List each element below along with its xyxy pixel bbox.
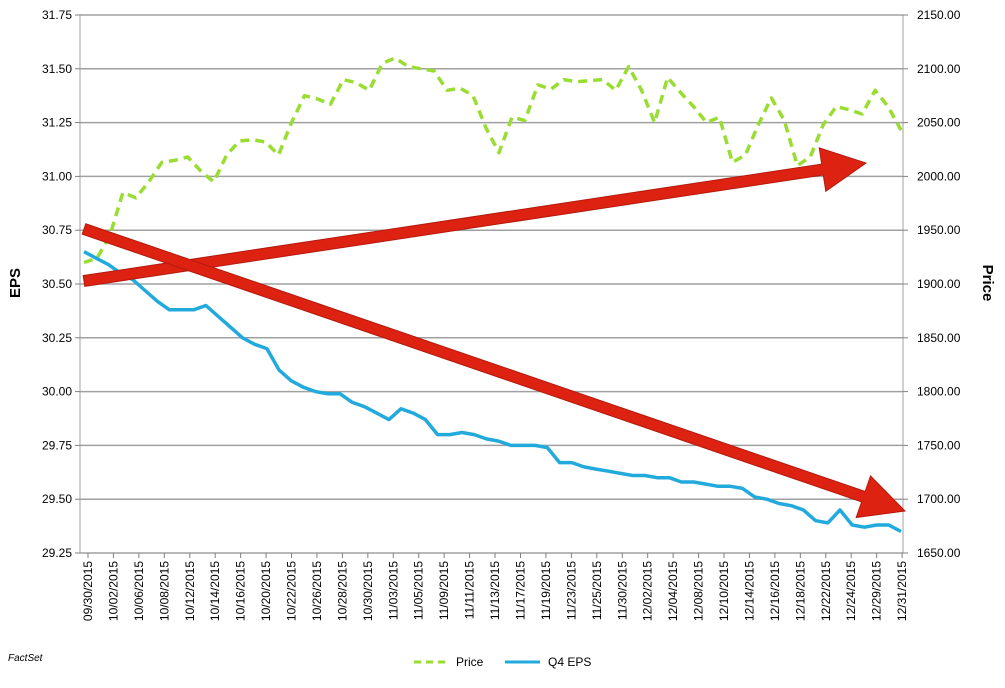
series-line-q4-eps <box>83 250 902 534</box>
x-tick-label: 11/11/2015 <box>463 561 477 620</box>
right-tick-label: 1850.00 <box>917 331 961 345</box>
x-tick-label: 11/25/2015 <box>590 561 604 620</box>
x-tick-label: 12/31/2015 <box>895 561 909 621</box>
x-tick-label: 10/26/2015 <box>310 561 324 621</box>
left-tick-label: 30.75 <box>42 223 72 237</box>
x-tick-label: 12/24/2015 <box>844 561 858 621</box>
x-tick-label: 12/08/2015 <box>692 561 706 621</box>
trend-arrows <box>81 147 907 519</box>
x-tick-label: 10/16/2015 <box>234 561 248 621</box>
right-axis-title: Price <box>979 265 996 302</box>
x-tick-label: 11/23/2015 <box>564 561 578 620</box>
right-y-axis-ticks: 1650.00 1700.00 1750.00 1800.00 1850.00 1900.… <box>903 8 961 560</box>
source-label: FactSet <box>8 653 43 664</box>
trend-arrow-down <box>81 223 907 519</box>
left-tick-label: 29.50 <box>42 492 72 506</box>
left-axis-title: EPS <box>7 268 24 298</box>
x-axis-ticks: 09/30/2015 10/02/2015 10/06/2015 10/08/2015… <box>81 553 909 621</box>
x-tick-label: 12/14/2015 <box>742 561 756 621</box>
x-tick-label: 10/20/2015 <box>259 561 273 621</box>
right-tick-label: 2150.00 <box>917 8 961 22</box>
left-tick-label: 30.25 <box>42 331 72 345</box>
x-tick-label: 10/02/2015 <box>106 561 120 621</box>
x-tick-label: 12/10/2015 <box>717 561 731 621</box>
x-tick-label: 11/05/2015 <box>412 561 426 620</box>
left-tick-label: 29.25 <box>42 546 72 560</box>
right-tick-label: 2100.00 <box>917 62 961 76</box>
x-tick-label: 12/16/2015 <box>768 561 782 621</box>
legend-label-q4-eps: Q4 EPS <box>548 655 591 669</box>
x-tick-label: 11/19/2015 <box>539 561 553 620</box>
left-y-axis-ticks: 29.25 29.50 29.75 30.00 30.25 30.50 30.75 31.00… <box>42 8 80 560</box>
legend-label-price: Price <box>456 655 484 669</box>
right-tick-label: 2000.00 <box>917 169 961 183</box>
left-tick-label: 29.75 <box>42 438 72 452</box>
x-tick-label: 10/06/2015 <box>132 561 146 621</box>
x-tick-label: 10/30/2015 <box>361 561 375 621</box>
x-tick-label: 11/30/2015 <box>615 561 629 620</box>
x-tick-label: 12/02/2015 <box>641 561 655 621</box>
trend-arrow-up <box>82 147 868 287</box>
left-tick-label: 30.50 <box>42 277 72 291</box>
right-tick-label: 1650.00 <box>917 546 961 560</box>
x-tick-label: 10/12/2015 <box>183 561 197 621</box>
right-tick-label: 1800.00 <box>917 385 961 399</box>
x-tick-label: 10/08/2015 <box>157 561 171 621</box>
left-tick-label: 30.00 <box>42 385 72 399</box>
x-tick-label: 11/03/2015 <box>386 561 400 620</box>
series-line-price <box>83 56 903 265</box>
x-tick-label: 12/04/2015 <box>666 561 680 621</box>
left-tick-label: 31.00 <box>42 169 72 183</box>
x-tick-label: 11/13/2015 <box>488 561 502 620</box>
right-tick-label: 1700.00 <box>917 492 961 506</box>
x-tick-label: 11/09/2015 <box>437 561 451 620</box>
right-tick-label: 1750.00 <box>917 438 961 452</box>
right-tick-label: 1950.00 <box>917 223 961 237</box>
right-tick-label: 2050.00 <box>917 116 961 130</box>
x-tick-label: 10/14/2015 <box>208 561 222 621</box>
legend: Price Q4 EPS <box>414 655 591 669</box>
x-tick-label: 12/22/2015 <box>819 561 833 621</box>
series-lines <box>83 56 903 534</box>
x-tick-label: 11/17/2015 <box>513 561 527 620</box>
left-tick-label: 31.50 <box>42 62 72 76</box>
x-tick-label: 10/28/2015 <box>335 561 349 621</box>
left-tick-label: 31.75 <box>42 8 72 22</box>
x-tick-label: 12/18/2015 <box>793 561 807 621</box>
x-tick-label: 10/22/2015 <box>285 561 299 621</box>
x-tick-label: 09/30/2015 <box>81 561 95 621</box>
x-tick-label: 12/29/2015 <box>870 561 884 621</box>
right-tick-label: 1900.00 <box>917 277 961 291</box>
left-tick-label: 31.25 <box>42 116 72 130</box>
